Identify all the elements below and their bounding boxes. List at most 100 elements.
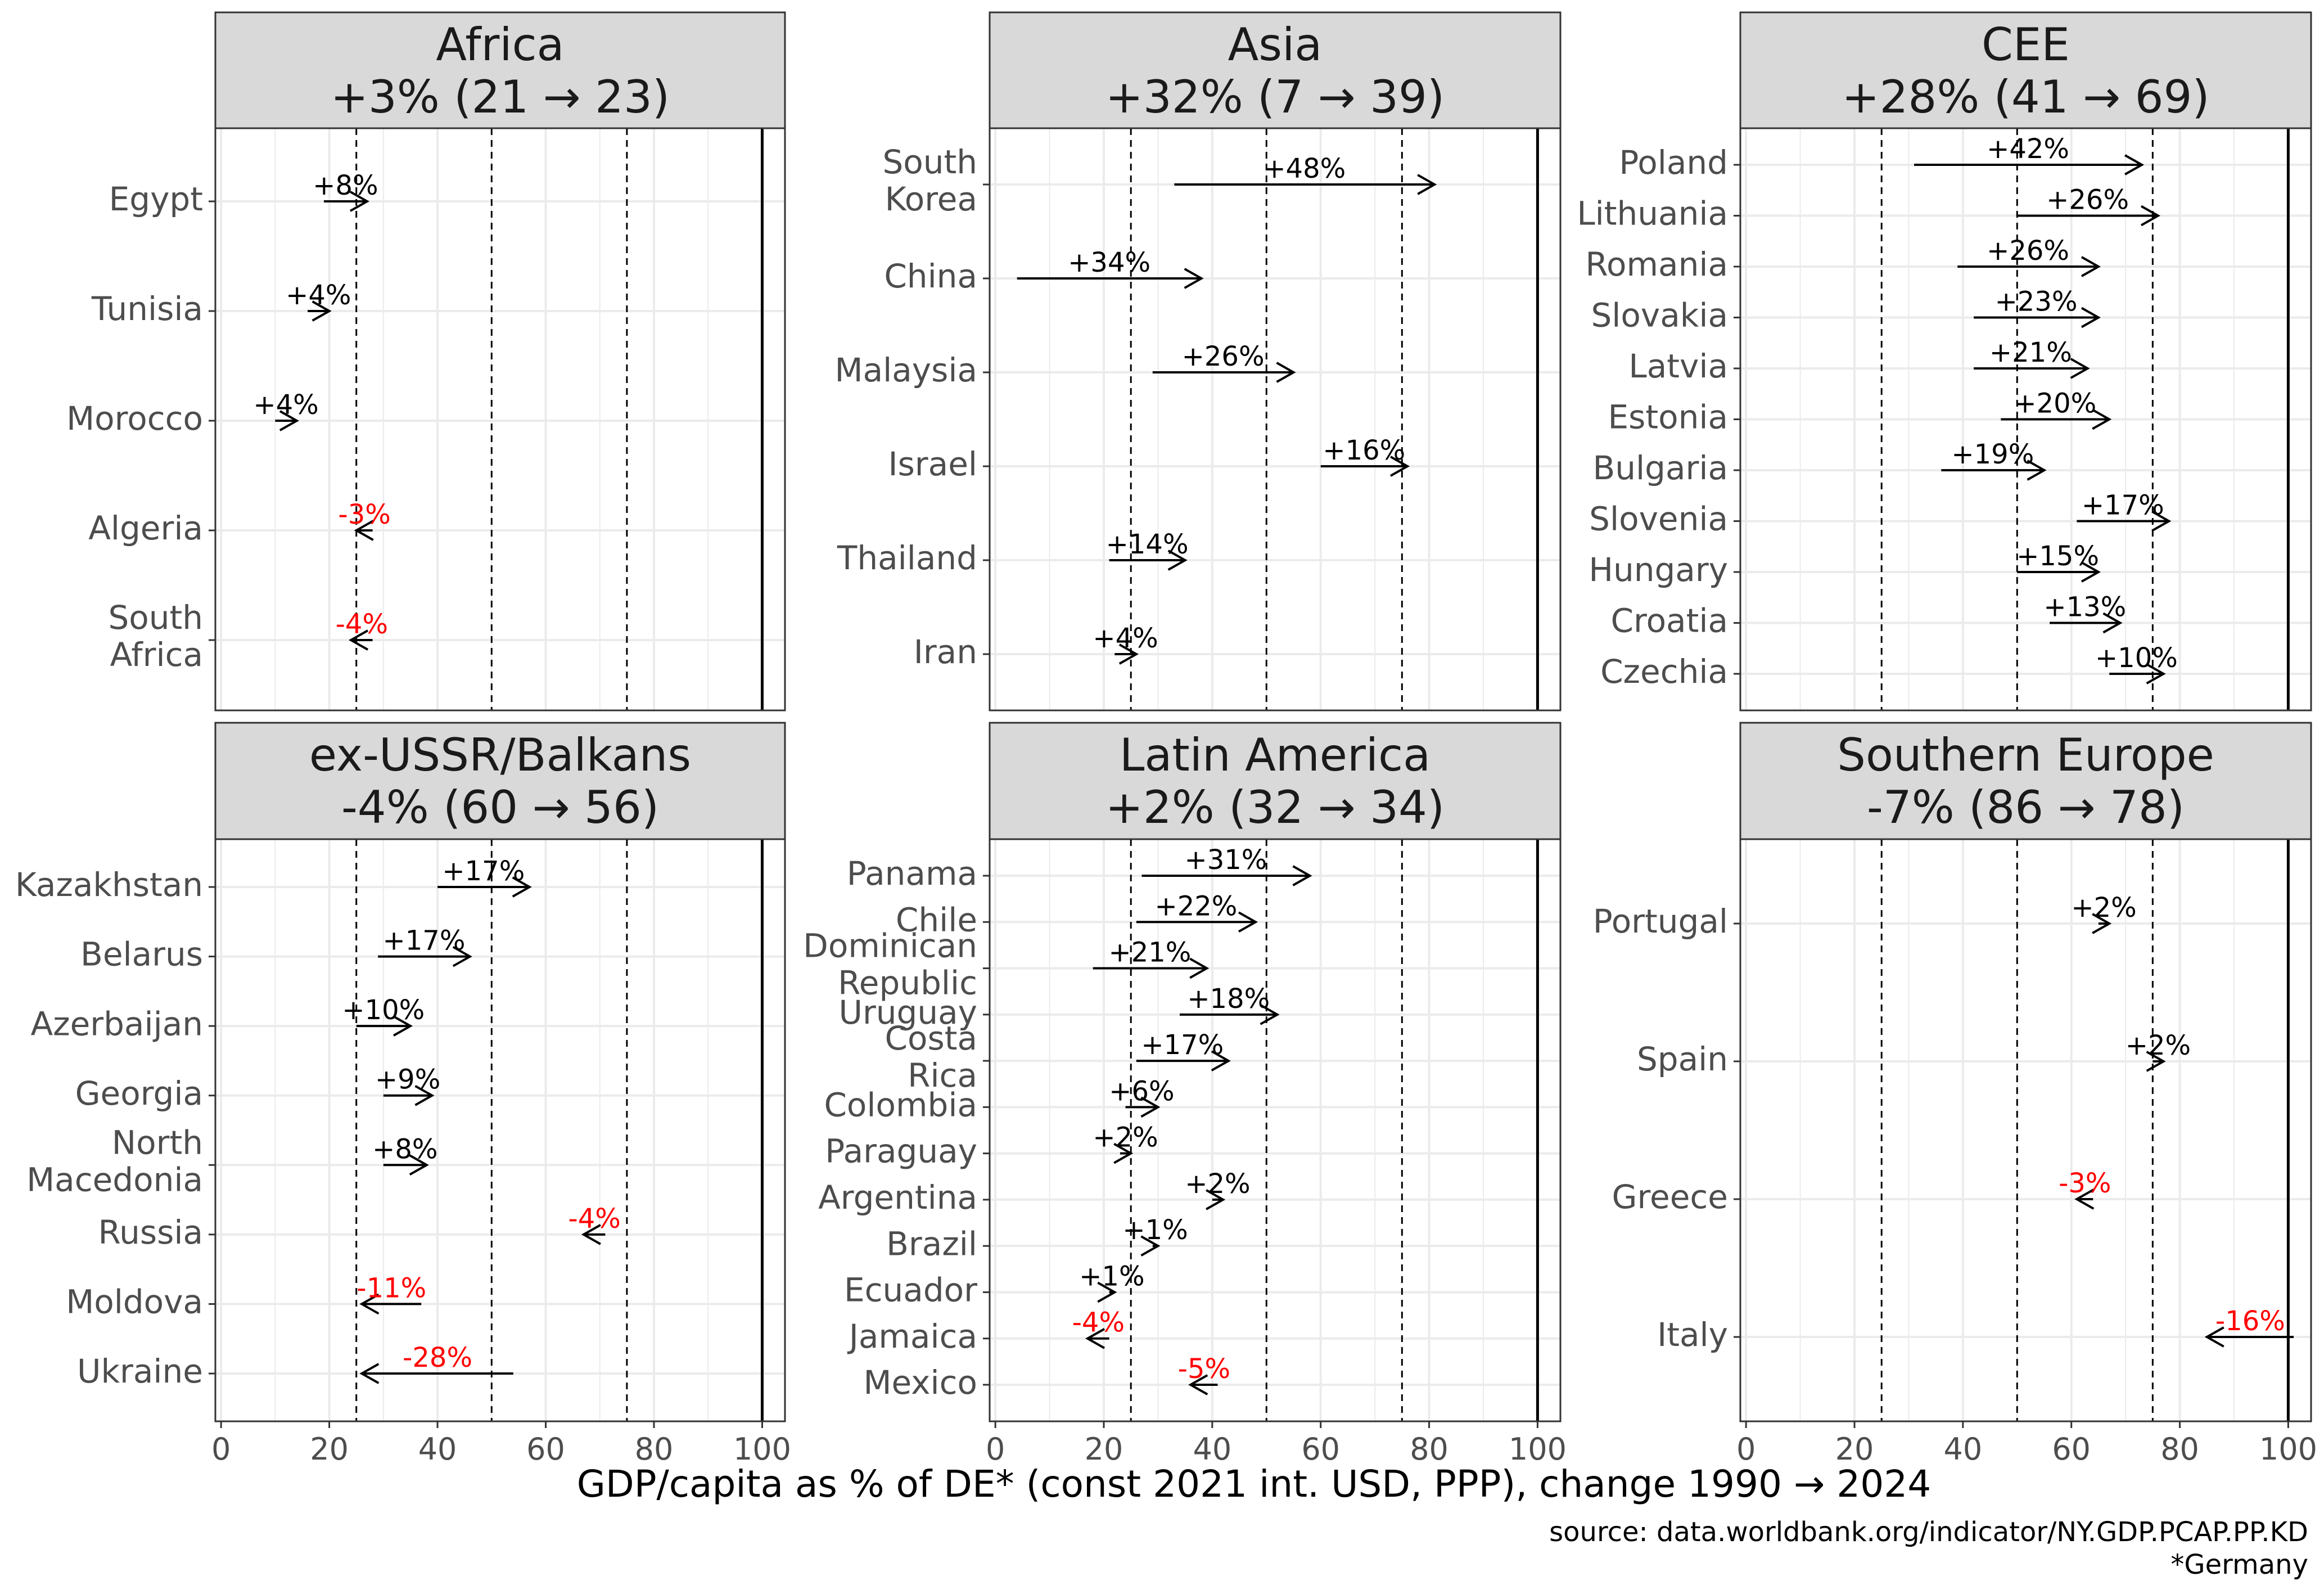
x-tick-label: 60 — [526, 1431, 565, 1467]
arrow-head — [1188, 1374, 1208, 1395]
arrow-head — [2081, 561, 2101, 583]
change-label: -4% — [1072, 1307, 1125, 1339]
arrow-head — [2146, 1051, 2166, 1072]
change-label: +26% — [1987, 235, 2069, 267]
change-label: +2% — [2071, 892, 2136, 924]
change-label: +16% — [1323, 435, 1405, 466]
facet-subtitle: -7% (86 → 78) — [1867, 781, 2185, 834]
arrow-head — [1276, 362, 1296, 383]
x-axis-label: GDP/capita as % of DE* (const 2021 int. … — [576, 1462, 1932, 1506]
facet-title: ex-USSR/Balkans — [309, 729, 691, 781]
arrow-head — [279, 410, 299, 431]
country-label: Malaysia — [835, 351, 977, 389]
country-label: Moldova — [66, 1283, 203, 1321]
arrow-head — [312, 300, 332, 322]
x-tick-label: 20 — [1835, 1431, 1874, 1467]
arrow-head — [359, 1293, 380, 1315]
arrow-head — [1113, 1142, 1134, 1164]
country-label: Latvia — [1628, 347, 1728, 385]
country-label: Romania — [1585, 245, 1728, 283]
change-label: -4% — [336, 609, 388, 640]
facet-subtitle: -4% (60 → 56) — [341, 781, 659, 834]
arrow-head — [1206, 1189, 1226, 1210]
arrow-head — [1189, 957, 1210, 979]
change-label: +8% — [313, 170, 378, 201]
arrow-head — [1085, 1327, 1105, 1349]
change-label: +8% — [372, 1133, 437, 1165]
facet-subtitle: +28% (41 → 69) — [1842, 71, 2209, 123]
country-label: Colombia — [824, 1086, 977, 1124]
country-label: Dominican Republic — [803, 927, 977, 1002]
change-label: +4% — [253, 389, 318, 421]
change-label: +4% — [1093, 623, 1158, 654]
change-label: +10% — [2095, 642, 2178, 674]
country-label: Poland — [1619, 143, 1728, 182]
facet-title: Asia — [1228, 19, 1323, 71]
change-label: +34% — [1068, 247, 1150, 278]
change-label: +13% — [2043, 592, 2126, 623]
change-label: +10% — [342, 994, 425, 1026]
arrow-head — [414, 1084, 435, 1106]
country-label: Slovakia — [1591, 296, 1728, 335]
plot-background — [1740, 839, 2311, 1421]
arrow-head — [1292, 865, 1312, 886]
change-label: +26% — [2046, 184, 2129, 216]
arrow-head — [2074, 1188, 2095, 1210]
facet-panel-2: +48% South Korea +34% China +26% Malaysia +16% I… — [835, 11, 1562, 712]
country-label: Italy — [1657, 1316, 1728, 1354]
country-label: Iran — [914, 633, 977, 671]
country-label: Thailand — [837, 539, 977, 577]
change-label: -5% — [1178, 1353, 1230, 1385]
facet-panel-4: +17% Kazakhstan +17% Belarus +10% Azerbaijan +… — [15, 722, 791, 1467]
x-tick-label: 40 — [418, 1431, 457, 1467]
country-label: South Korea — [882, 143, 977, 218]
change-label: +17% — [1141, 1029, 1224, 1061]
change-label: -16% — [2215, 1305, 2285, 1337]
facet-title: CEE — [1982, 19, 2070, 71]
change-label: +17% — [442, 855, 525, 887]
country-label: Belarus — [80, 935, 203, 974]
country-label: Slovenia — [1589, 500, 1728, 538]
change-label: -3% — [338, 499, 390, 530]
arrow-head — [1184, 268, 1204, 289]
x-tick-label: 80 — [1410, 1431, 1448, 1467]
facet-panel-5: +31% Panama +22% Chile +21% Dominican Republic… — [803, 722, 1567, 1467]
facet-subtitle: +32% (7 → 39) — [1105, 71, 1445, 123]
x-tick-label: 100 — [733, 1431, 791, 1467]
country-label: Kazakhstan — [15, 866, 203, 904]
change-label: +20% — [2014, 388, 2096, 420]
change-label: -28% — [403, 1342, 472, 1374]
arrow-head — [1389, 456, 1410, 477]
x-tick-label: 0 — [1736, 1431, 1756, 1467]
change-label: +26% — [1182, 341, 1265, 372]
arrow-head — [1238, 911, 1258, 933]
country-label: Georgia — [75, 1074, 203, 1113]
country-label: Estonia — [1608, 398, 1728, 436]
facet-subtitle: +2% (32 → 34) — [1105, 781, 1445, 834]
arrow-head — [392, 1015, 413, 1037]
change-label: +14% — [1106, 529, 1189, 560]
change-label: +22% — [1154, 890, 1237, 922]
arrow-head — [581, 1224, 601, 1245]
country-label: Russia — [98, 1213, 203, 1251]
source-caption: source: data.worldbank.org/indicator/NY.… — [1549, 1516, 2308, 1548]
change-label: +4% — [286, 280, 351, 311]
arrow-head — [1140, 1235, 1161, 1257]
arrow-head — [1118, 643, 1139, 665]
change-label: +9% — [375, 1064, 440, 1096]
change-label: +2% — [1093, 1122, 1158, 1154]
x-tick-label: 80 — [2160, 1431, 2199, 1467]
change-label: +17% — [383, 925, 466, 957]
facet-strip — [214, 722, 786, 840]
plot-background — [215, 128, 785, 710]
country-label: Brazil — [886, 1224, 977, 1263]
arrow-head — [512, 876, 532, 898]
arrow-head — [1140, 1096, 1161, 1118]
facet-strip — [989, 11, 1562, 129]
arrow-head — [349, 191, 370, 212]
change-label: +18% — [1187, 983, 1270, 1015]
x-tick-label: 40 — [1943, 1431, 1982, 1467]
change-label: +1% — [1122, 1214, 1188, 1246]
arrow-head — [2092, 913, 2112, 934]
x-tick-label: 20 — [1085, 1431, 1123, 1467]
